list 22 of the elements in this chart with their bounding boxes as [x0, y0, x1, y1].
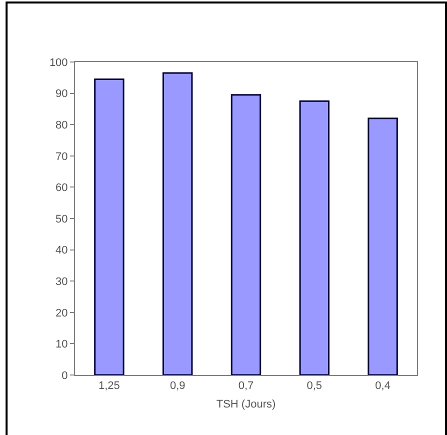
bar: [230, 94, 262, 375]
y-tick-label: 100: [49, 56, 68, 69]
y-tick-label: 40: [56, 244, 68, 257]
x-tick-label: 0,7: [238, 380, 254, 392]
y-tick-label: 60: [56, 182, 68, 194]
x-tick-label: 0,4: [375, 380, 390, 392]
y-tick-label: 0: [62, 370, 68, 382]
bar: [299, 100, 330, 375]
x-axis-title: TSH (Jours): [216, 398, 276, 410]
y-tick-label: 20: [56, 307, 68, 320]
bar: [162, 72, 193, 375]
y-tick-label: 90: [56, 88, 68, 100]
bar: [368, 118, 398, 375]
x-tick-label: 1,25: [98, 380, 120, 392]
x-tick-label: 0,5: [306, 380, 322, 392]
y-tick-label: 30: [56, 276, 68, 288]
y-tick-label: 80: [56, 119, 68, 132]
x-tick-label: 0,9: [170, 380, 186, 392]
bar: [94, 78, 124, 375]
y-tick-label: 10: [56, 338, 68, 351]
y-tick-label: 70: [56, 150, 68, 163]
y-tick-label: 50: [56, 213, 68, 226]
